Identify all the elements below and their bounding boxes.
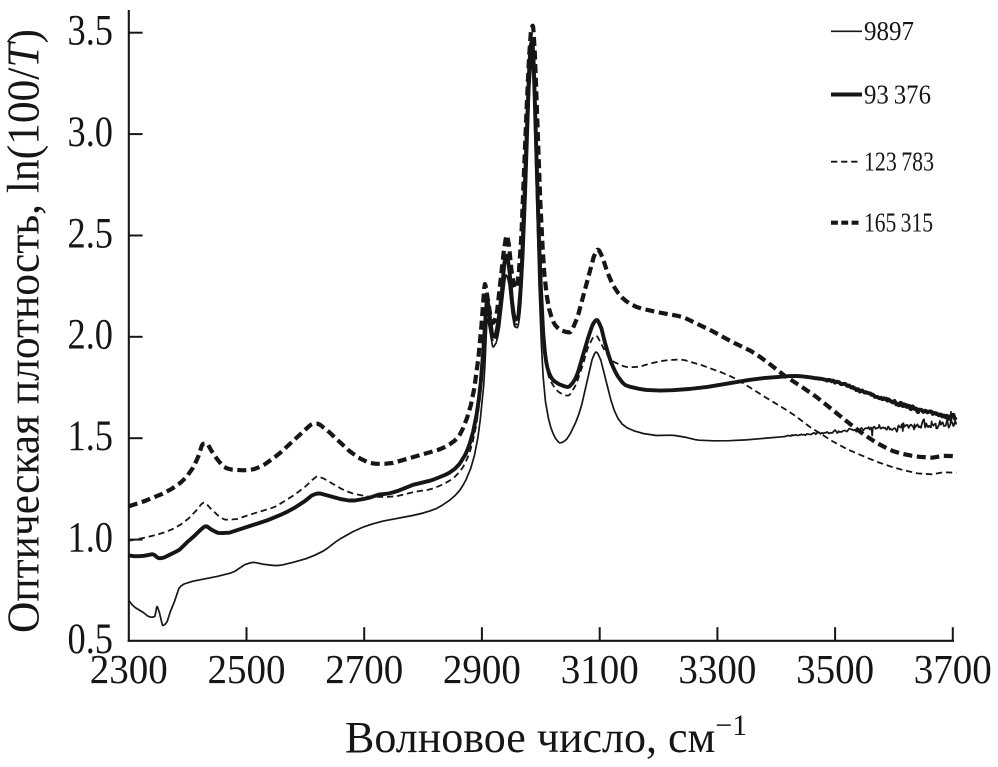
svg-text:2300: 2300: [90, 646, 168, 692]
svg-text:3500: 3500: [796, 646, 874, 692]
svg-text:2900: 2900: [443, 646, 521, 692]
svg-text:3300: 3300: [678, 646, 756, 692]
svg-text:0.5: 0.5: [68, 616, 114, 663]
svg-text:Оптическая плотность, ln(100/T: Оптическая плотность, ln(100/T): [0, 29, 49, 633]
svg-text:165 315: 165 315: [864, 208, 933, 238]
svg-text:123 783: 123 783: [864, 147, 934, 177]
svg-text:2500: 2500: [208, 646, 286, 692]
svg-text:2.5: 2.5: [68, 210, 114, 257]
svg-text:1.0: 1.0: [68, 514, 114, 561]
svg-text:3.0: 3.0: [68, 109, 114, 156]
svg-text:9897: 9897: [864, 16, 914, 46]
svg-text:2700: 2700: [325, 646, 403, 692]
svg-text:1.5: 1.5: [68, 413, 114, 460]
svg-text:93 376: 93 376: [864, 79, 931, 109]
svg-text:2.0: 2.0: [68, 312, 114, 359]
svg-text:3.5: 3.5: [68, 8, 114, 55]
svg-text:3700: 3700: [914, 646, 992, 692]
svg-text:3100: 3100: [561, 646, 639, 692]
svg-text:Волновое число, см−1: Волновое число, см−1: [345, 709, 747, 762]
